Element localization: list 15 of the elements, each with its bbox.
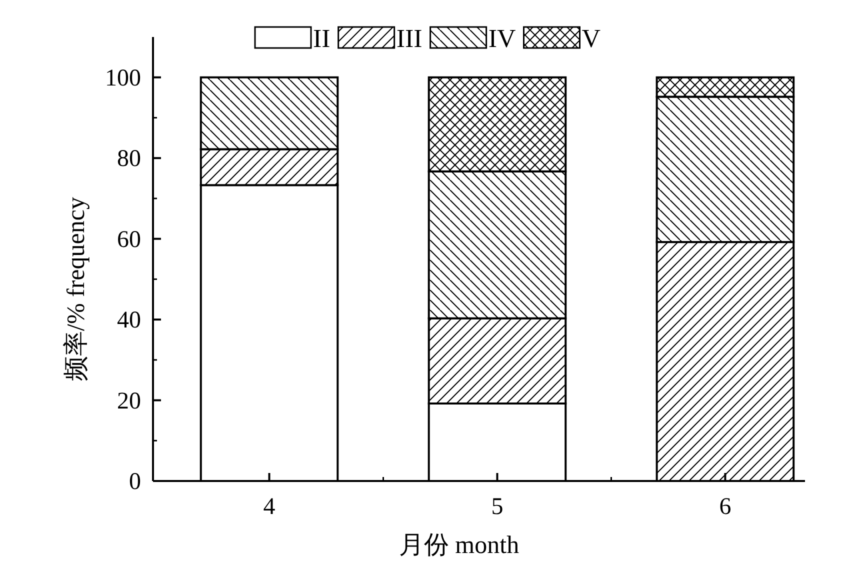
x-tick-label: 5 <box>491 494 504 520</box>
legend-label: IV <box>488 24 516 53</box>
x-tick-label: 6 <box>719 494 732 520</box>
y-tick-label: 80 <box>117 146 141 172</box>
x-tick-label: 4 <box>263 494 276 520</box>
legend-label: V <box>582 24 601 53</box>
y-tick-label: 100 <box>105 65 141 92</box>
y-tick-label: 60 <box>117 226 141 253</box>
y-tick-label: 20 <box>117 388 141 414</box>
y-axis-title: 频率/% frequency <box>62 196 90 381</box>
legend-label: III <box>396 24 422 53</box>
y-tick-label: 0 <box>129 469 141 495</box>
y-tick-label: 40 <box>117 308 141 334</box>
legend-label: II <box>313 24 330 53</box>
x-axis-title: 月份 month <box>398 532 520 559</box>
